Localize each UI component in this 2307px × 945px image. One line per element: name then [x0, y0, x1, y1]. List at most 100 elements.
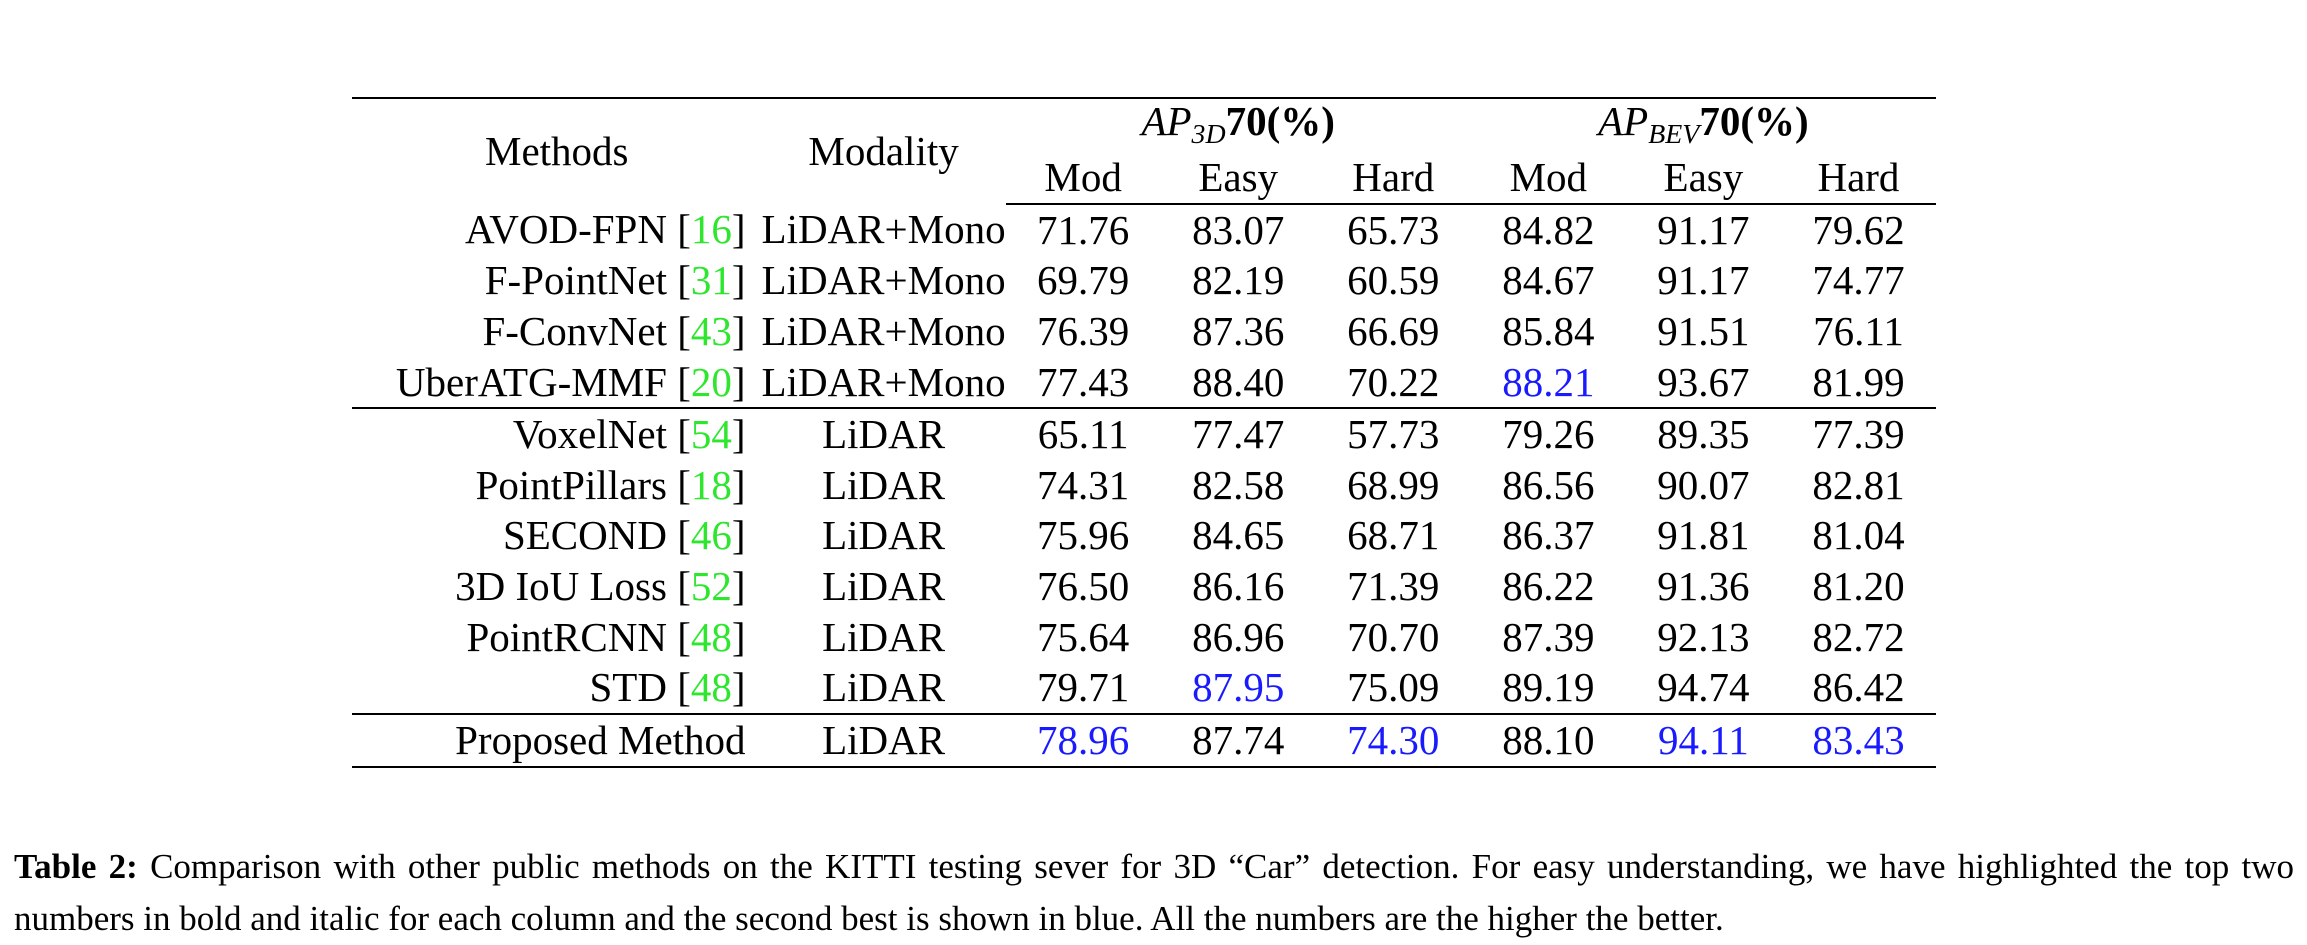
value-cell: 87.39	[1502, 613, 1595, 660]
value-cell: 71.39	[1347, 562, 1440, 609]
method-cell: UberATG-MMF [20]	[352, 356, 762, 410]
value-cell: 87.36	[1192, 307, 1285, 354]
value-cell: 75.09	[1315, 662, 1471, 715]
value-cell: 85.84	[1502, 307, 1595, 354]
table-header-row: Methods Modality AP3D70(%) APBEV70(%)	[352, 97, 1936, 204]
value-cell: 84.67	[1502, 257, 1595, 304]
subcol-header-ap3d-easy: Easy	[1160, 151, 1316, 205]
citation-link[interactable]: 54	[690, 411, 732, 458]
table-caption: Table 2: Comparison with other public me…	[14, 841, 2294, 945]
value-cell: 91.17	[1657, 206, 1750, 253]
value-cell: 66.69	[1347, 307, 1440, 354]
citation-link[interactable]: 52	[690, 562, 732, 609]
modality-cell: LiDAR	[822, 461, 946, 508]
value-cell: 86.22	[1502, 562, 1595, 609]
table-body: AVOD-FPN [16] LiDAR+Mono 71.76 83.07 65.73 84…	[352, 204, 1936, 768]
apbev-ap: AP	[1598, 98, 1649, 145]
value-cell: 84.65	[1192, 512, 1285, 559]
value-cell: 88.10	[1470, 713, 1626, 768]
subcol-header-ap3d-mod: Mod	[1005, 151, 1161, 205]
results-table: Methods Modality AP3D70(%) APBEV70(%) Mo…	[352, 97, 1936, 768]
value-cell: 68.99	[1347, 461, 1440, 508]
value-cell: 75.64	[1037, 613, 1130, 660]
modality-cell: LiDAR	[761, 713, 1006, 768]
method-cell: F-PointNet [31]	[484, 257, 746, 304]
table-row: SECOND [46] LiDAR 75.96 84.65 68.71 86.37 91.8…	[352, 511, 1936, 562]
value-cell: 75.96	[1037, 512, 1130, 559]
subcol-header-apbev-mod: Mod	[1470, 151, 1626, 205]
value-cell: 65.73	[1347, 206, 1440, 253]
value-cell: 76.50	[1037, 562, 1130, 609]
modality-header: Modality	[761, 97, 1006, 204]
value-cell: 77.43	[1005, 356, 1161, 410]
citation-link[interactable]: 31	[690, 257, 732, 304]
value-cell: 65.11	[1037, 411, 1129, 458]
value-cell: 57.73	[1347, 411, 1440, 458]
subcol-header-ap3d-hard: Hard	[1315, 151, 1471, 205]
value-cell: 71.76	[1037, 206, 1130, 253]
ap3d-metric: AP3D	[1141, 98, 1225, 149]
value-cell: 70.22	[1315, 356, 1471, 410]
value-cell: 74.31	[1037, 461, 1130, 508]
citation-link[interactable]: 43	[690, 307, 732, 354]
value-cell: 87.74	[1160, 713, 1316, 768]
value-cell: 60.59	[1347, 257, 1440, 304]
table-row: VoxelNet [54] LiDAR 65.11 77.47 57.73 79.26 89…	[352, 408, 1936, 460]
table-row: Proposed Method LiDAR 78.96 87.74 74.30 88.10…	[352, 713, 1936, 768]
table-row: F-ConvNet [43] LiDAR+Mono 76.39 87.36 66.69 8…	[352, 306, 1936, 357]
method-name: PointRCNN	[466, 613, 667, 660]
value-cell: 79.71	[1005, 662, 1161, 715]
value-cell: 68.71	[1347, 512, 1440, 559]
value-cell: 70.70	[1347, 613, 1440, 660]
ap3d-group-header: AP3D70(%)	[1005, 97, 1471, 151]
subcol-header-apbev-hard: Hard	[1780, 151, 1936, 205]
citation-link[interactable]: 18	[690, 461, 732, 508]
method-cell: Proposed Method	[352, 713, 762, 768]
value-cell: 81.20	[1812, 562, 1905, 609]
value-cell: 90.07	[1657, 461, 1750, 508]
method-cell: SECOND [46]	[502, 512, 746, 559]
method-name: SECOND	[502, 512, 667, 559]
value-cell: 79.62	[1812, 206, 1905, 253]
value-cell: 83.07	[1192, 206, 1285, 253]
method-name: F-PointNet	[484, 257, 667, 304]
method-cell: AVOD-FPN [16]	[464, 206, 746, 253]
method-name: PointPillars	[475, 461, 667, 508]
method-name: Proposed Method	[455, 716, 746, 763]
value-cell: 74.77	[1812, 257, 1905, 304]
modality-cell: LiDAR+Mono	[761, 307, 1006, 354]
apbev-group-header: APBEV70(%)	[1470, 97, 1936, 151]
methods-header: Methods	[352, 97, 762, 204]
value-cell: 93.67	[1625, 356, 1781, 410]
value-cell: 87.95	[1160, 662, 1316, 715]
value-cell: 88.21	[1470, 356, 1626, 410]
apbev-metric: APBEV	[1598, 98, 1699, 149]
citation-link[interactable]: 16	[690, 206, 732, 253]
citation-link[interactable]: 20	[690, 358, 732, 405]
value-cell: 89.19	[1470, 662, 1626, 715]
table-row: F-PointNet [31] LiDAR+Mono 69.79 82.19 60.59…	[352, 256, 1936, 307]
method-name: UberATG-MMF	[395, 358, 667, 405]
ap3d-subscript: 3D	[1191, 118, 1226, 150]
value-cell: 94.74	[1625, 662, 1781, 715]
value-cell: 91.81	[1657, 512, 1750, 559]
table-subheader-row: Mod Easy Hard Mod Easy Hard	[352, 151, 1936, 205]
value-cell: 84.82	[1502, 206, 1595, 253]
method-name: AVOD-FPN	[464, 206, 667, 253]
value-cell: 86.96	[1192, 613, 1285, 660]
value-cell: 91.17	[1657, 257, 1750, 304]
citation-link[interactable]: 48	[690, 664, 732, 711]
method-cell: F-ConvNet [43]	[482, 307, 746, 354]
value-cell: 86.42	[1780, 662, 1936, 715]
value-cell: 83.43	[1780, 713, 1936, 768]
value-cell: 81.04	[1812, 512, 1905, 559]
value-cell: 86.56	[1502, 461, 1595, 508]
value-cell: 86.16	[1192, 562, 1285, 609]
modality-cell: LiDAR	[822, 562, 946, 609]
citation-link[interactable]: 48	[690, 613, 732, 660]
value-cell: 82.58	[1192, 461, 1285, 508]
method-name: F-ConvNet	[482, 307, 667, 354]
table-row: UberATG-MMF [20] LiDAR+Mono 77.43 88.40 70.2…	[352, 356, 1936, 410]
citation-link[interactable]: 46	[690, 512, 732, 559]
value-cell: 81.99	[1780, 356, 1936, 410]
